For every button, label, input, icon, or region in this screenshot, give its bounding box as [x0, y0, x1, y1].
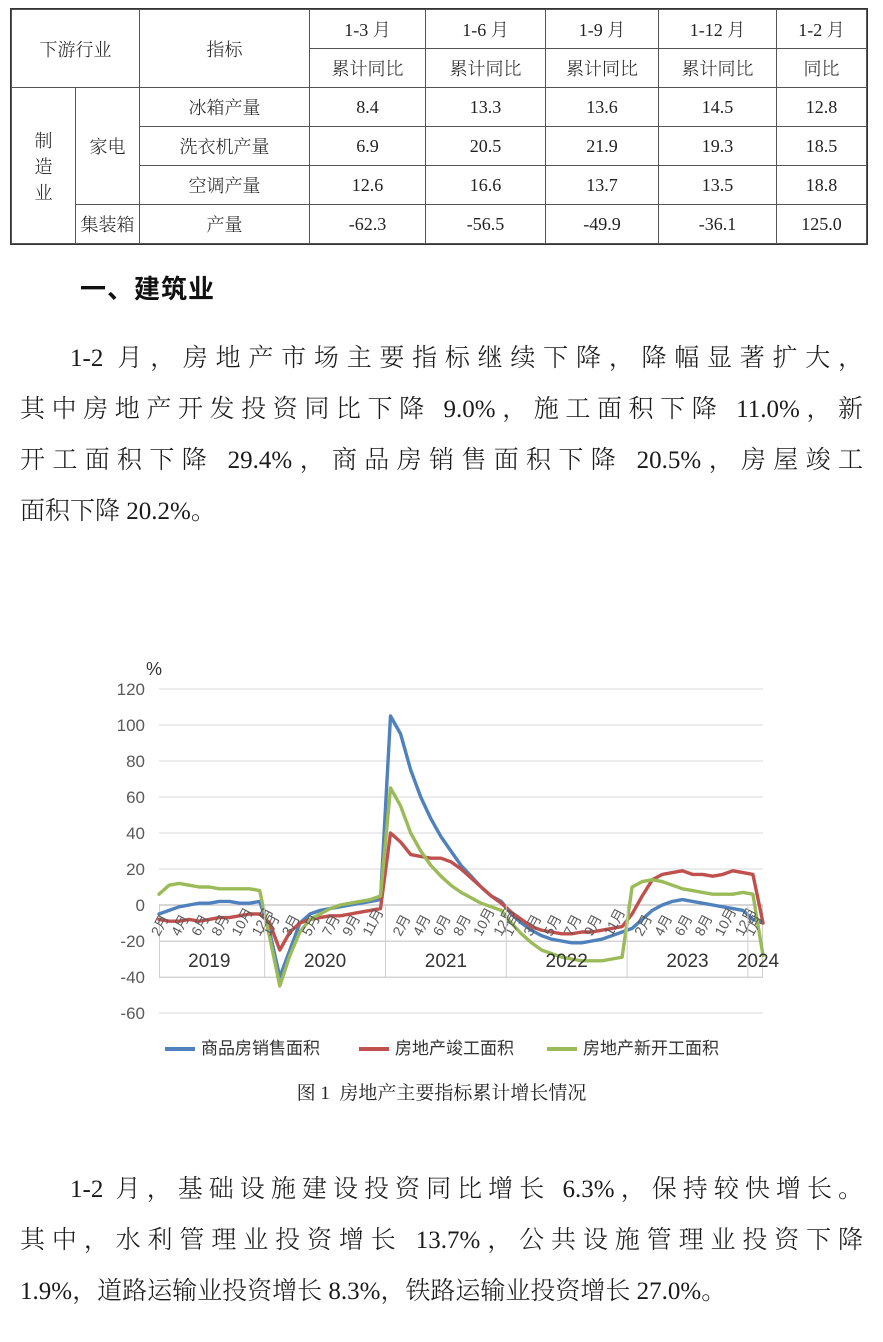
svg-text:4月: 4月 — [651, 912, 675, 939]
svg-text:2月: 2月 — [148, 912, 172, 939]
svg-text:-60: -60 — [120, 1004, 145, 1023]
svg-text:6月: 6月 — [671, 912, 695, 939]
svg-text:6月: 6月 — [188, 912, 212, 939]
svg-text:9月: 9月 — [580, 912, 604, 939]
svg-text:2019: 2019 — [188, 951, 230, 972]
svg-text:120: 120 — [117, 680, 145, 699]
svg-text:6月: 6月 — [429, 912, 453, 939]
svg-text:2月: 2月 — [631, 912, 655, 939]
svg-text:2021: 2021 — [425, 951, 467, 972]
svg-text:-20: -20 — [120, 932, 145, 951]
svg-text:4月: 4月 — [168, 912, 192, 939]
svg-text:8月: 8月 — [208, 912, 232, 939]
svg-text:4月: 4月 — [409, 912, 433, 939]
svg-text:80: 80 — [126, 752, 145, 771]
svg-text:8月: 8月 — [691, 912, 715, 939]
svg-text:60: 60 — [126, 788, 145, 807]
svg-text:2024: 2024 — [737, 951, 780, 972]
svg-text:2022: 2022 — [546, 951, 588, 972]
svg-text:2月: 2月 — [389, 912, 413, 939]
svg-text:100: 100 — [117, 716, 145, 735]
svg-text:8月: 8月 — [450, 912, 474, 939]
svg-text:20: 20 — [126, 860, 145, 879]
svg-text:0: 0 — [136, 896, 145, 915]
svg-text:%: % — [146, 659, 162, 679]
svg-text:2020: 2020 — [304, 951, 346, 972]
svg-text:40: 40 — [126, 824, 145, 843]
svg-text:-40: -40 — [120, 968, 145, 987]
svg-text:2023: 2023 — [666, 951, 708, 972]
